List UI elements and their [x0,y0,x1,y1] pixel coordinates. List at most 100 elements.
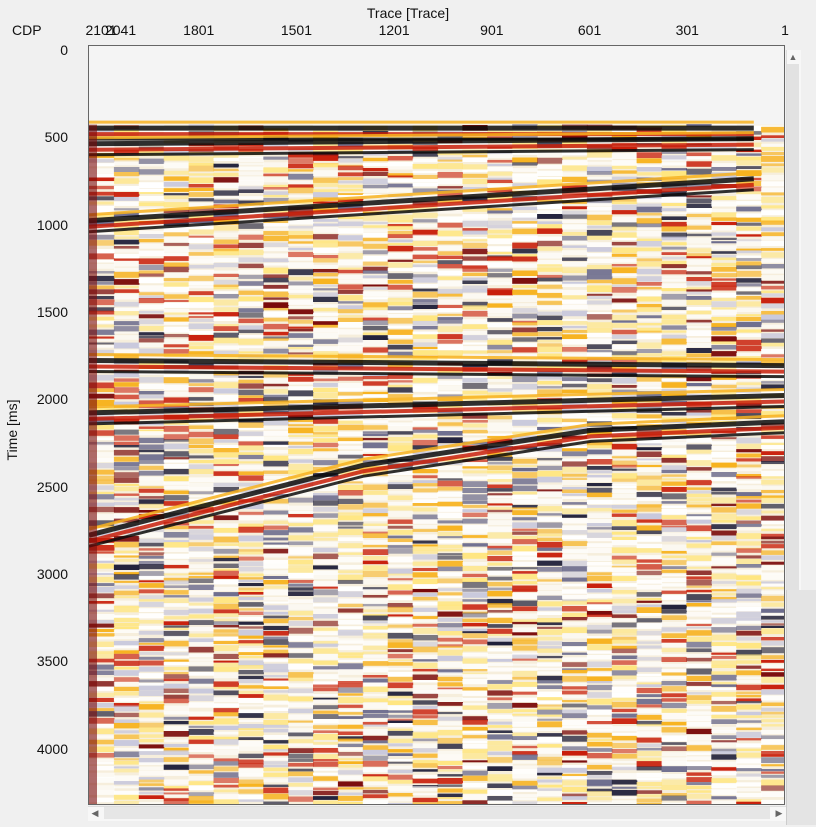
trace-sample [761,526,784,529]
trace-sample [562,670,588,674]
trace-sample [238,561,264,567]
trace-sample [661,393,687,396]
trace-sample [213,570,239,577]
trace-sample [362,645,389,650]
trace-sample [437,472,463,478]
trace-sample [686,790,712,793]
trace-sample [188,449,215,454]
trace-sample [238,608,264,611]
trace-sample [711,545,737,551]
trace-sample [288,790,314,796]
horizontal-scroll-thumb[interactable] [104,807,770,819]
trace-sample [238,573,264,577]
trace-sample [487,166,513,171]
trace-sample [188,491,215,495]
trace-sample [313,589,339,596]
seismic-section-plot[interactable] [88,45,785,805]
trace-sample [362,595,389,598]
trace-sample [313,258,339,263]
reflector-h1 [89,148,754,157]
trace-sample [512,794,538,797]
trace-sample [711,751,737,754]
trace-sample [537,707,563,710]
trace-sample [188,602,215,606]
trace-sample [487,281,513,286]
trace-sample [537,228,563,234]
trace-sample [562,172,588,177]
trace-sample [761,290,784,294]
trace-sample [611,526,638,530]
trace-sample [736,738,762,741]
trace-sample [686,663,712,668]
trace-sample [512,507,538,510]
trace-sample [661,325,687,330]
trace-sample [736,509,762,515]
trace-sample [89,723,115,728]
trace-sample [736,250,762,254]
trace-sample [462,588,488,592]
seismic-section-image[interactable] [89,46,785,805]
trace-sample [487,667,513,672]
trace-sample [412,786,439,792]
trace-sample [761,280,784,284]
trace-sample [412,646,439,653]
trace-sample [288,693,314,696]
trace-sample [362,306,389,310]
trace-sample [736,474,762,478]
trace-sample [113,605,140,609]
trace-sample [213,332,239,338]
trace-sample [711,309,737,316]
trace-sample [412,748,439,753]
trace-sample [113,572,140,575]
trace-sample [387,538,414,543]
trace-sample [288,523,314,527]
trace-sample [387,387,414,393]
trace-sample [213,362,239,366]
trace-sample [586,286,613,292]
scroll-right-arrow-icon[interactable]: ▶ [775,808,783,818]
trace-sample [288,195,314,198]
trace-sample [636,504,663,508]
trace-sample [163,747,190,752]
trace-sample [163,688,190,693]
trace-sample [387,723,414,727]
trace-sample [761,152,784,156]
trace-sample [636,543,663,549]
trace-sample [487,725,513,728]
trace-sample [736,792,762,798]
reflector-h2 [89,171,754,217]
trace-sample [113,253,140,259]
trace-sample [736,649,762,656]
trace-sample [761,495,784,499]
trace-sample [288,390,314,397]
trace-sample [736,453,762,458]
trace-sample [288,617,314,621]
trace-sample [163,698,190,704]
trace-sample [213,487,239,493]
trace-sample [387,649,414,653]
trace-sample [611,513,638,517]
scroll-left-arrow-icon[interactable]: ◀ [91,808,99,818]
trace-sample [686,686,712,691]
trace-sample [362,565,389,571]
scroll-up-arrow-icon[interactable]: ▲ [788,52,798,62]
trace-sample [163,501,190,506]
trace-sample [363,804,389,805]
trace-sample [412,802,439,804]
trace-sample [586,417,613,421]
trace-sample [586,566,613,572]
trace-sample [188,184,215,188]
trace-sample [462,413,488,419]
trace-sample [736,449,762,453]
trace-sample [337,801,364,804]
trace-sample [736,773,762,777]
trace-sample [163,683,190,689]
trace-sample [661,555,687,558]
trace-sample [337,663,364,670]
trace-sample [711,552,737,556]
trace-sample [636,203,663,207]
trace-sample [213,250,239,256]
trace-sample [537,579,563,583]
trace-sample [163,757,190,762]
trace-sample [412,546,439,551]
